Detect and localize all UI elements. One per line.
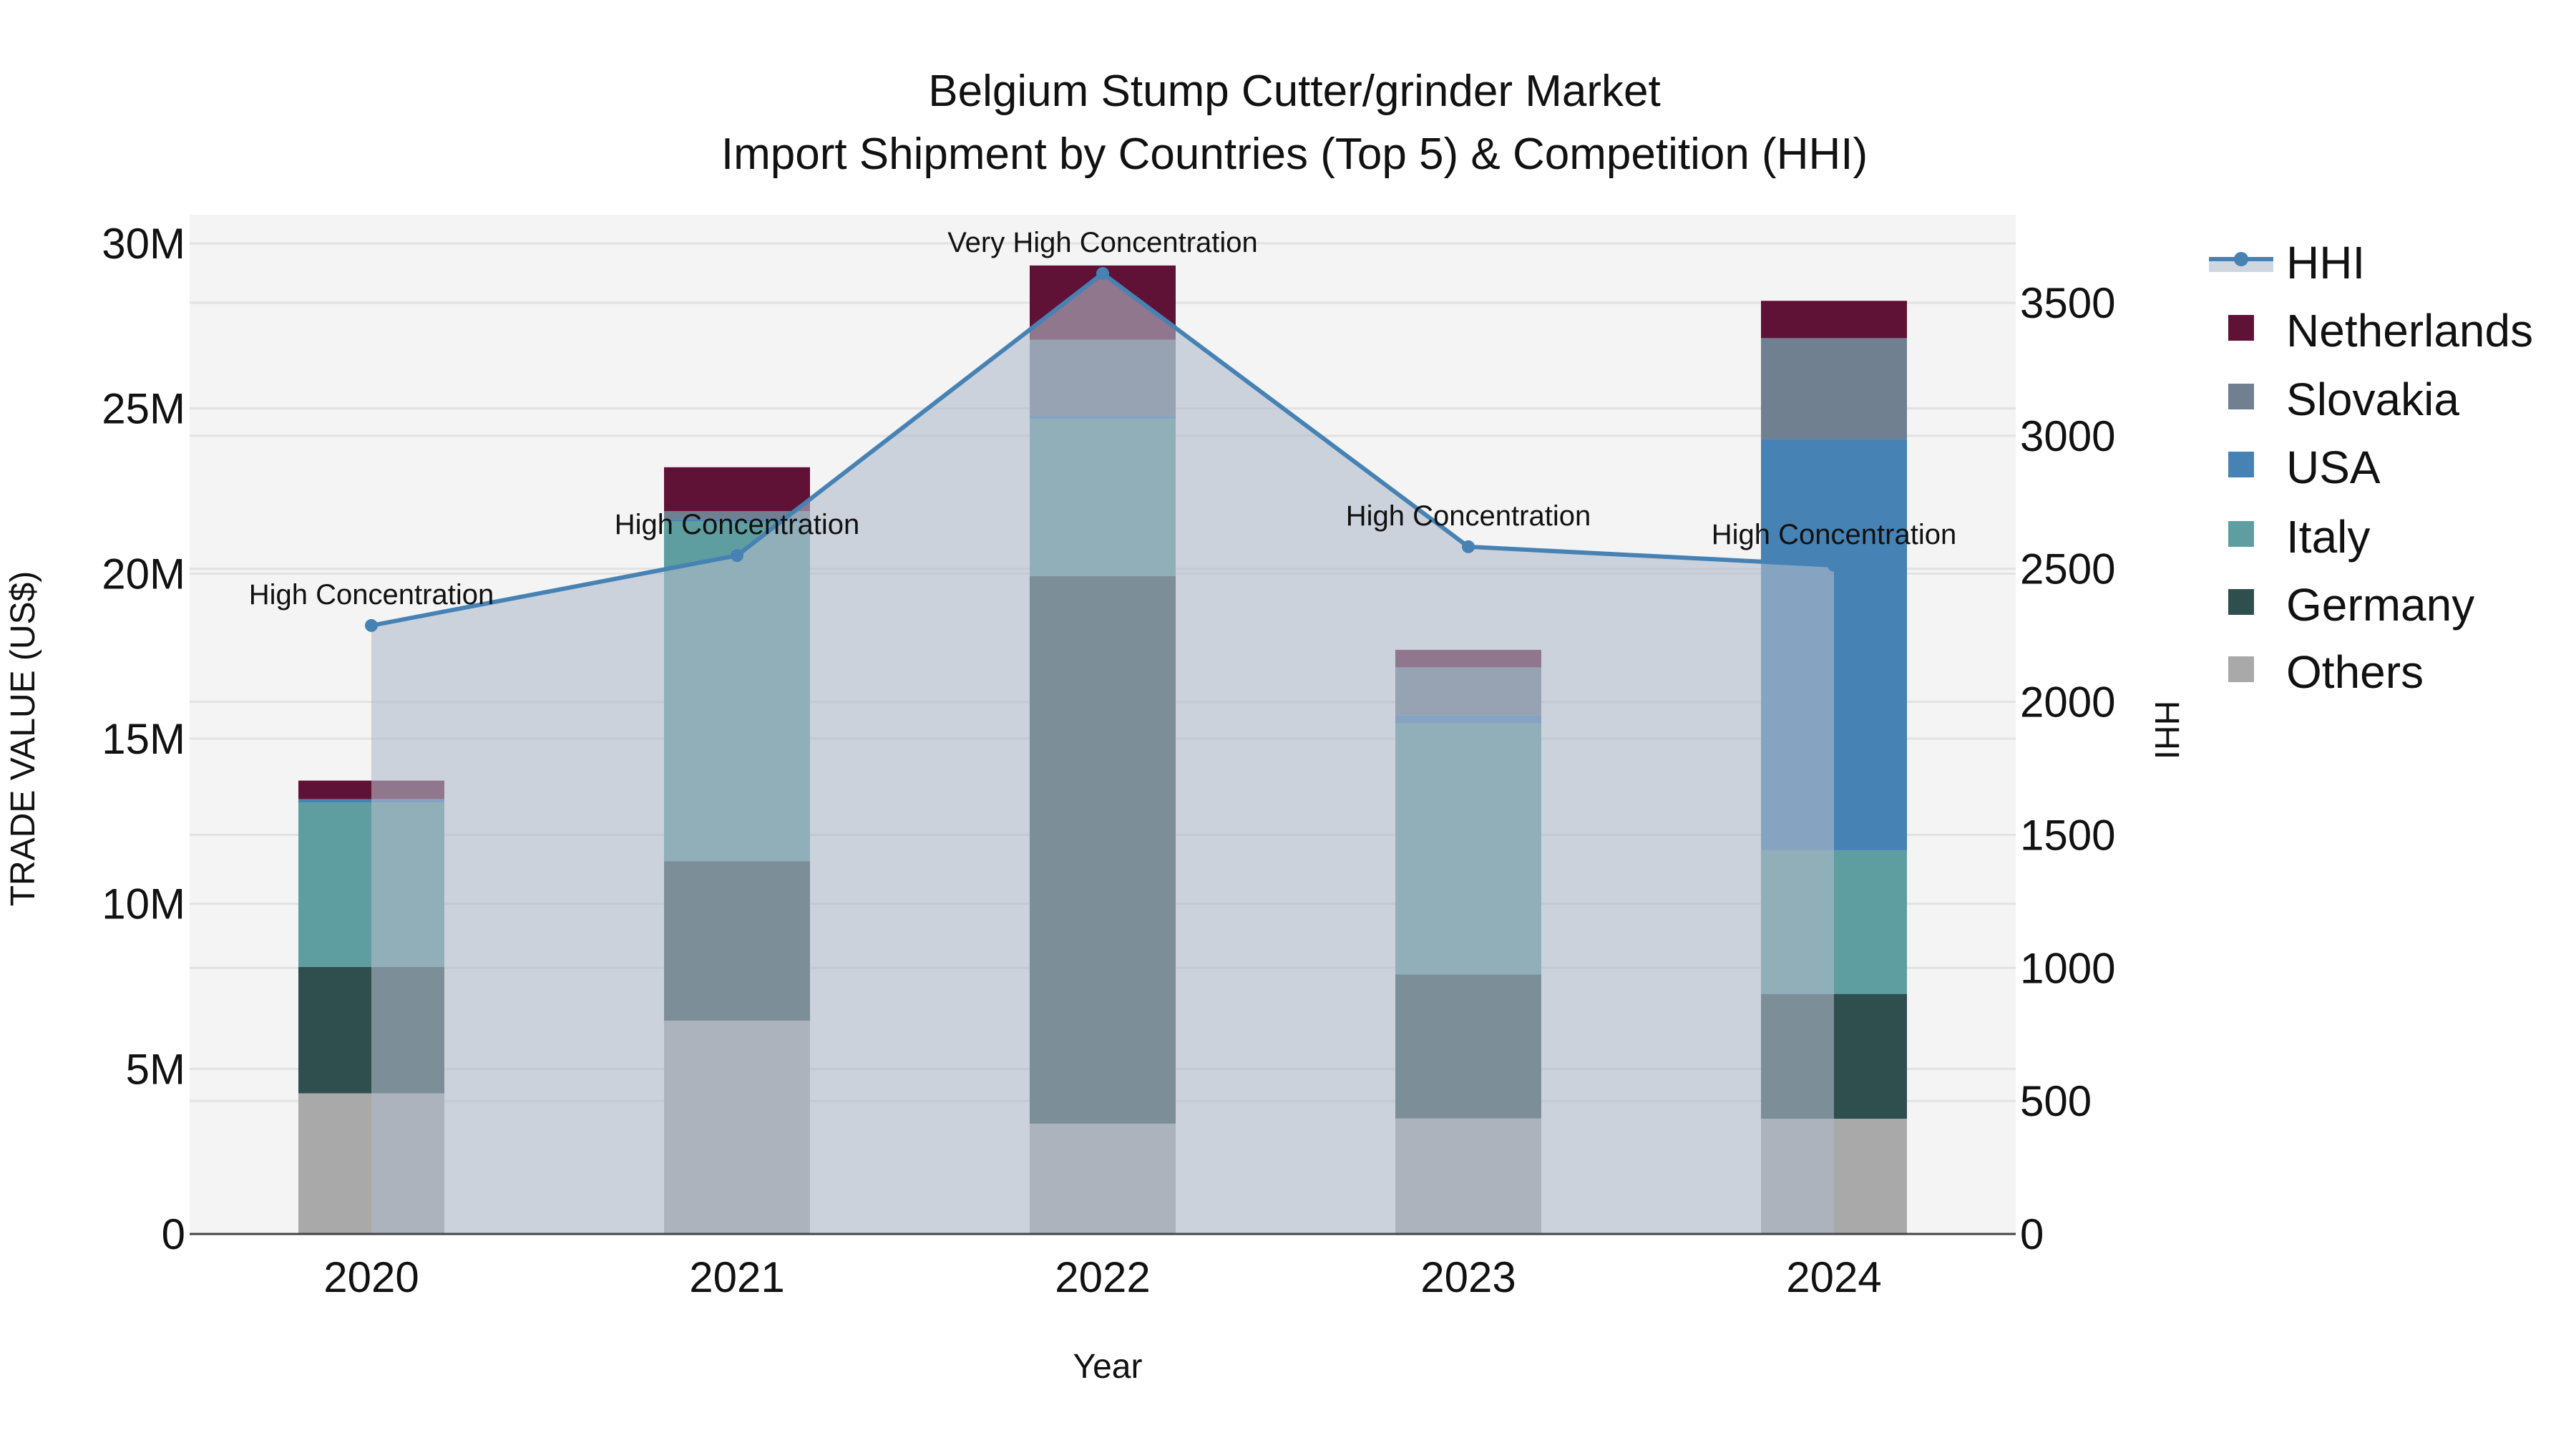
hhi-annotation: High Concentration: [1346, 500, 1591, 532]
legend-swatch-icon: [2228, 452, 2254, 477]
legend-label: Slovakia: [2286, 374, 2459, 425]
hhi-annotation: Very High Concentration: [947, 227, 1258, 258]
bar-segment-usa[interactable]: [664, 519, 810, 521]
y2-tick-label: 500: [2020, 1077, 2092, 1125]
hhi-annotations: High Concentration High Concentration Very…: [249, 227, 1956, 611]
legend-item-others[interactable]: Others: [2228, 646, 2424, 698]
hhi-marker[interactable]: [1096, 267, 1109, 281]
y-axis-title: TRADE VALUE (US$): [4, 571, 42, 907]
legend-swatch-icon: [2228, 384, 2254, 409]
y-tick-label: 10M: [102, 880, 185, 928]
hhi-marker[interactable]: [731, 549, 743, 563]
bar-segment-netherlands[interactable]: [1761, 301, 1907, 339]
legend-label: Italy: [2286, 511, 2370, 563]
legend-item-usa[interactable]: USA: [2228, 442, 2381, 493]
legend-label: Others: [2286, 646, 2424, 698]
y-tick-label: 25M: [102, 385, 185, 433]
legend-swatch-icon: [2228, 315, 2254, 341]
legend-marker-icon: [2234, 252, 2248, 266]
hhi-marker[interactable]: [1462, 540, 1475, 553]
legend-swatch-icon: [2228, 656, 2254, 682]
x-axis-ticks: 2020 2021 2022 2023 2024: [323, 1253, 1881, 1301]
legend-label: USA: [2286, 442, 2381, 493]
legend-item-slovakia[interactable]: Slovakia: [2228, 374, 2459, 425]
legend-label: Germany: [2286, 579, 2474, 631]
legend-swatch-icon: [2228, 589, 2254, 615]
y2-axis-title: HHI: [2147, 701, 2185, 760]
y2-tick-label: 1000: [2020, 944, 2115, 992]
x-tick-label: 2021: [689, 1253, 784, 1301]
y-axis-ticks: 0 5M 10M 15M 20M 25M 30M: [102, 220, 185, 1258]
hhi-line-series: [365, 267, 1840, 1234]
y2-tick-label: 2500: [2020, 545, 2115, 593]
y2-tick-label: 2000: [2020, 679, 2115, 726]
legend-item-germany[interactable]: Germany: [2228, 579, 2474, 631]
legend-label: HHI: [2286, 237, 2365, 288]
y-tick-label: 15M: [102, 715, 185, 763]
y2-tick-label: 3000: [2020, 412, 2115, 460]
x-axis-title: Year: [1073, 1348, 1143, 1386]
hhi-annotation: High Concentration: [615, 509, 859, 540]
x-tick-label: 2023: [1420, 1253, 1516, 1301]
legend-swatch-icon: [2228, 521, 2254, 547]
y2-tick-label: 1500: [2020, 811, 2115, 859]
bar-segment-slovakia[interactable]: [1761, 338, 1907, 439]
x-tick-label: 2024: [1786, 1253, 1881, 1301]
legend-item-italy[interactable]: Italy: [2228, 511, 2370, 563]
y-tick-label: 20M: [102, 550, 185, 598]
y-tick-label: 30M: [102, 220, 185, 268]
hhi-area-fill: [371, 273, 1834, 1234]
x-tick-label: 2022: [1055, 1253, 1150, 1301]
legend: HHI Netherlands Slovakia USA Italy Germany Oth…: [2209, 237, 2533, 698]
legend-label: Netherlands: [2286, 305, 2533, 356]
y2-tick-label: 0: [2020, 1210, 2044, 1258]
bar-segment-slovakia[interactable]: [664, 511, 810, 520]
y-tick-label: 5M: [126, 1045, 185, 1093]
y2-tick-label: 3500: [2020, 279, 2115, 327]
x-tick-label: 2020: [323, 1253, 419, 1301]
hhi-marker[interactable]: [365, 618, 378, 632]
legend-item-netherlands[interactable]: Netherlands: [2228, 305, 2533, 356]
hhi-marker[interactable]: [1828, 558, 1840, 572]
bar-segment-netherlands[interactable]: [664, 467, 810, 512]
y-tick-label: 0: [162, 1210, 185, 1258]
chart-subtitle: Import Shipment by Countries (Top 5) & C…: [721, 130, 1868, 179]
chart-title: Belgium Stump Cutter/grinder Market: [928, 67, 1660, 116]
y2-axis-ticks: 0 500 1000 1500 2000 2500 3000 3500: [2020, 279, 2115, 1258]
hhi-annotation: High Concentration: [1712, 519, 1956, 550]
hhi-annotation: High Concentration: [249, 579, 494, 611]
legend-item-hhi[interactable]: HHI: [2209, 237, 2365, 288]
